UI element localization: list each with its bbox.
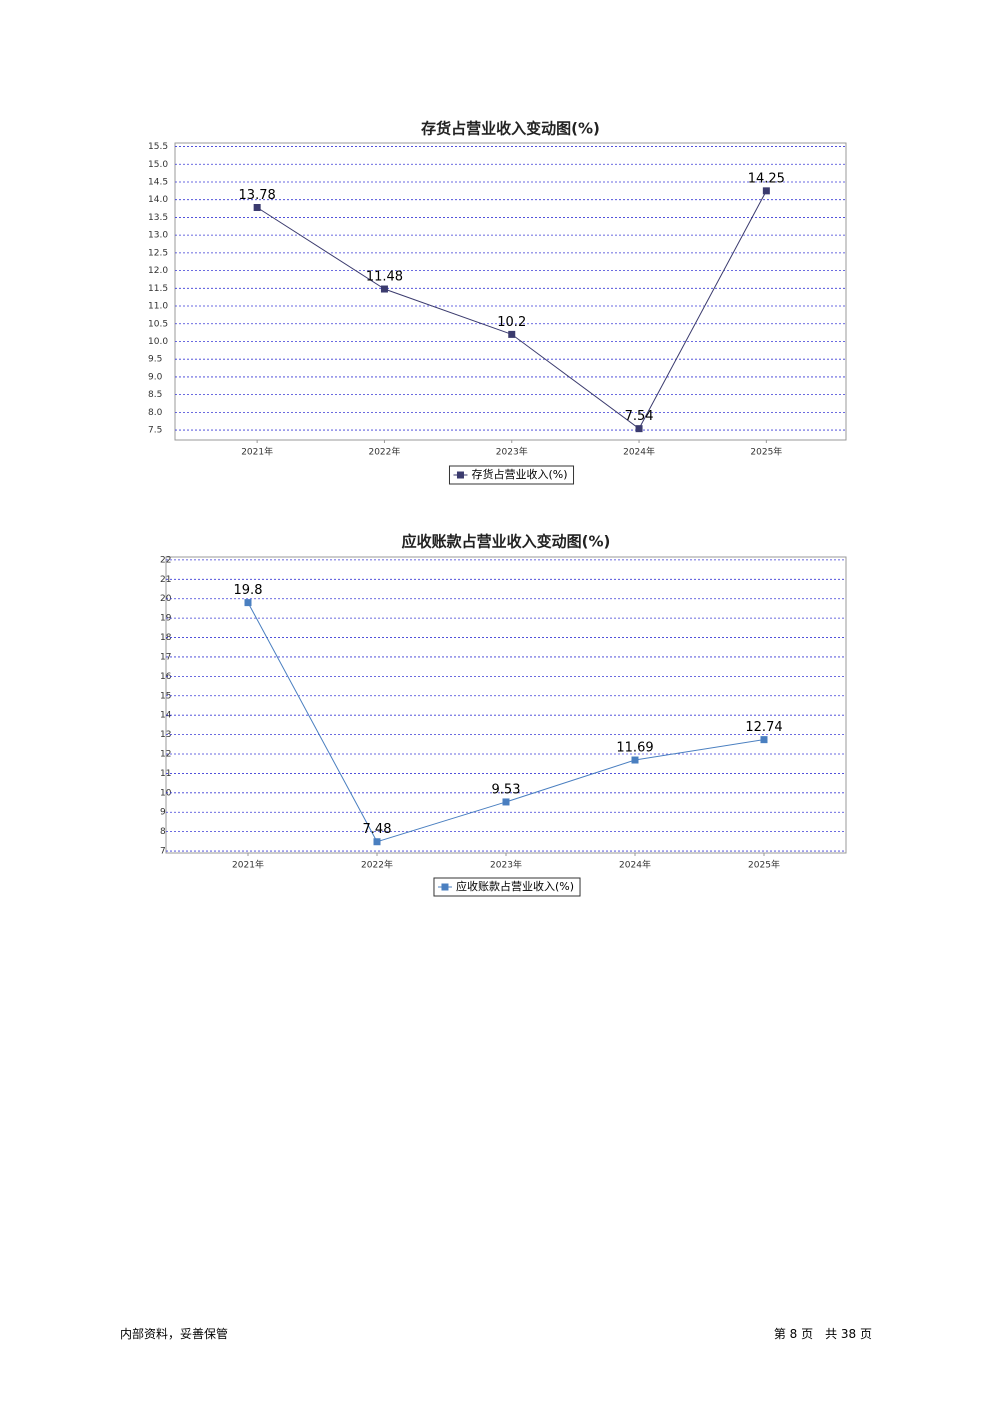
data-label: 9.53: [492, 782, 521, 797]
data-label: 19.8: [234, 583, 263, 598]
y-tick-label: 9.0: [148, 372, 163, 382]
y-tick-label: 7.5: [148, 426, 162, 436]
data-label: 11.69: [616, 741, 653, 756]
y-tick-label: 12.0: [148, 266, 168, 276]
y-tick-label: 8.5: [148, 390, 162, 400]
x-tick-label: 2021年: [232, 859, 264, 871]
y-tick-label: 10.5: [148, 319, 168, 329]
y-tick-label: 16: [160, 672, 172, 682]
chart: 7 8 9 10 11 12 13 14 15 16 17 18 19 20 21 22 2021年 2022年 2…: [160, 533, 847, 897]
point: [244, 599, 252, 607]
data-label: 7.48: [363, 822, 392, 837]
data-label: 11.48: [366, 270, 403, 285]
legend-box: [433, 877, 581, 897]
y-tick-label: 9.5: [148, 355, 162, 365]
y-tick-label: 14.5: [148, 177, 168, 187]
point: [635, 425, 643, 433]
x-tick-label: 2025年: [748, 859, 780, 871]
y-tick-label: 10.0: [148, 337, 168, 347]
y-tick-label: 11.5: [148, 284, 168, 294]
point: [253, 204, 261, 212]
x-tick-label: 2021年: [241, 446, 273, 458]
x-tick-label: 2023年: [496, 446, 528, 458]
x-tick-label: 2025年: [750, 446, 782, 458]
chart: 7.5 8.0 8.5 9.0 9.5 10.0 10.5 11.0 11.5 12.0 12.5 1…: [148, 120, 847, 485]
y-tick-label: 13.0: [148, 231, 168, 241]
data-label: 13.78: [239, 188, 276, 203]
y-tick-label: 14.0: [148, 195, 168, 205]
y-tick-label: 15.0: [148, 160, 168, 170]
point: [760, 736, 768, 744]
x-tick-label: 2022年: [361, 859, 393, 871]
y-tick-label: 18: [160, 633, 172, 643]
y-tick-label: 11: [160, 769, 171, 779]
x-tick-label: 2024年: [623, 446, 655, 458]
y-tick-label: 13: [160, 730, 171, 740]
x-tick-label: 2023年: [490, 859, 522, 871]
plot-area: [174, 142, 847, 441]
y-tick-label: 7: [160, 847, 166, 857]
point: [380, 285, 388, 293]
footer-right: 第 8 页 共 38 页: [773, 1327, 872, 1341]
data-label: 12.74: [745, 720, 782, 735]
y-tick-label: 22: [160, 555, 171, 565]
legend-swatch: [441, 883, 449, 891]
data-label: 7.54: [625, 409, 654, 424]
y-tick-label: 15.5: [148, 142, 168, 152]
x-tick-label: 2024年: [619, 859, 651, 871]
x-tick-label: 2022年: [368, 446, 400, 458]
legend-swatch: [456, 471, 464, 479]
y-tick-label: 21: [160, 575, 171, 585]
y-tick-label: 14: [160, 711, 172, 721]
y-tick-label: 10: [160, 788, 172, 798]
point: [508, 330, 516, 338]
plot-area: [165, 556, 847, 854]
y-tick-label: 8: [160, 827, 166, 837]
y-tick-label: 8.0: [148, 408, 163, 418]
chart-title: 应收账款占营业收入变动图(%): [402, 533, 611, 551]
y-tick-label: 17: [160, 652, 171, 662]
legend-label: 存货占营业收入(%): [471, 467, 567, 481]
chart-title: 存货占营业收入变动图(%): [421, 120, 600, 138]
y-tick-label: 12.5: [148, 248, 168, 258]
point: [373, 838, 381, 846]
y-tick-label: 12: [160, 750, 171, 760]
y-tick-label: 15: [160, 691, 171, 701]
y-tick-label: 13.5: [148, 213, 168, 223]
point: [631, 756, 639, 764]
y-tick-label: 9: [160, 808, 166, 818]
footer-left: 内部资料，妥善保管: [120, 1327, 229, 1341]
y-tick-label: 19: [160, 614, 172, 624]
legend-label: 应收账款占营业收入(%): [456, 879, 574, 893]
y-tick-label: 11.0: [148, 302, 168, 312]
y-tick-label: 20: [160, 594, 172, 604]
data-label: 14.25: [748, 171, 785, 186]
data-label: 10.2: [497, 315, 526, 330]
point: [502, 798, 510, 806]
point: [762, 187, 770, 195]
legend-box: [448, 465, 575, 485]
